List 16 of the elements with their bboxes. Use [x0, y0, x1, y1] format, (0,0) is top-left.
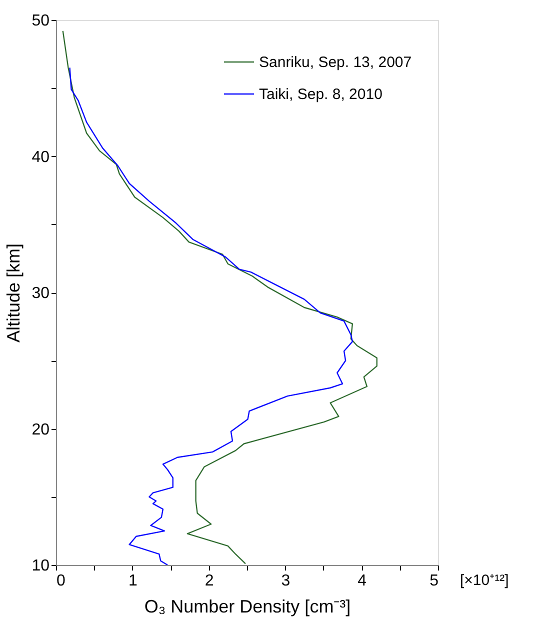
x-tick-label: 1 — [128, 572, 138, 590]
x-axis-title: O₃ Number Density [cm⁻³] — [144, 596, 351, 616]
text: [×10⁺¹²] — [460, 572, 509, 589]
x-tick-label: 0 — [56, 572, 66, 590]
x-tick-label: 5 — [430, 572, 439, 590]
y-tick-label: 40 — [32, 148, 50, 166]
y-tick-label: 20 — [32, 421, 50, 438]
y-tick-label: 50 — [32, 12, 50, 30]
x-tick-label: 2 — [204, 572, 214, 590]
y-axis-title: Altitude [km] — [4, 243, 24, 343]
legend-label: Sanriku, Sep. 13, 2007 — [259, 54, 412, 71]
y-tick-label: 30 — [32, 285, 50, 302]
legend-label: Taiki, Sep. 8, 2010 — [259, 86, 382, 103]
x-tick-label: 3 — [281, 572, 290, 590]
y-tick-label: 10 — [32, 558, 50, 574]
x-tick-label: 4 — [358, 572, 367, 590]
